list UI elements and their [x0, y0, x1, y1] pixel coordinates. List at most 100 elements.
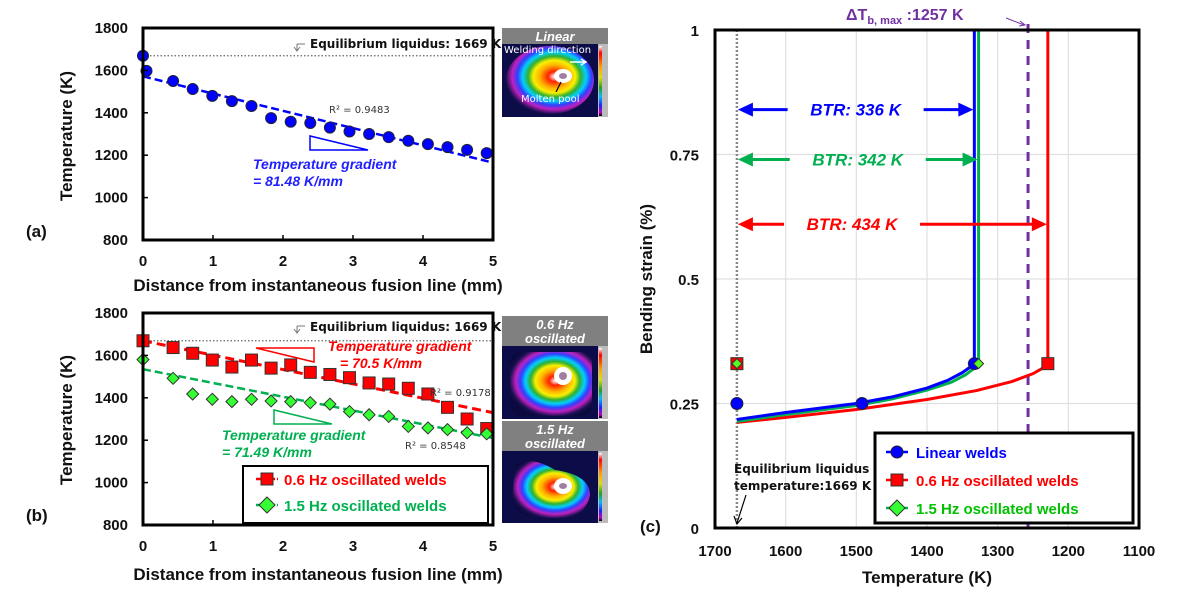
data-point — [225, 95, 238, 108]
data-point — [362, 376, 376, 390]
data-point — [323, 121, 336, 134]
data-point — [421, 421, 435, 435]
y-tick-label: 1 — [691, 23, 699, 40]
x-tick-label: 0 — [139, 538, 147, 555]
data-point — [244, 392, 259, 406]
data-point — [343, 125, 356, 138]
y-tick-label: 0.5 — [678, 272, 699, 289]
gradient-label-red-line2: = 70.5 K/mm — [340, 355, 422, 371]
molten-pool-label: Molten pool — [521, 94, 579, 105]
linear-fit-line — [142, 75, 494, 164]
gradient-label-red-line1: Temperature gradient — [328, 338, 473, 354]
y-tick-label: 1200 — [95, 147, 128, 164]
direction-arrow-icon — [570, 58, 588, 66]
data-point — [205, 392, 220, 406]
y-tick-label: 800 — [103, 517, 128, 534]
arrow-left-icon — [737, 152, 753, 167]
data-point — [441, 400, 454, 414]
data-point — [343, 371, 356, 385]
data-point — [304, 116, 317, 129]
x-axis-label: Distance from instantaneous fusion line … — [133, 565, 502, 584]
pointer-arrow-icon — [555, 81, 562, 93]
legend-label-linear: Linear welds — [916, 445, 1007, 462]
y-tick-label: 1600 — [95, 62, 128, 79]
data-point — [166, 341, 180, 355]
y-tick-label: 1200 — [95, 432, 128, 449]
y-tick-label: 1600 — [95, 347, 128, 364]
x-tick-label: 5 — [489, 538, 497, 555]
data-point — [441, 141, 454, 154]
data-point — [206, 89, 219, 102]
x-tick-label: 3 — [349, 253, 357, 270]
x-tick-label: 1300 — [981, 543, 1014, 560]
data-point — [402, 134, 415, 147]
x-axis-label: Temperature (K) — [862, 568, 992, 587]
data-point — [245, 100, 258, 113]
legend: Linear welds 0.6 Hz oscillated welds 1.5… — [873, 431, 1135, 525]
data-point — [460, 426, 474, 440]
arrow-right-icon — [958, 102, 974, 117]
y-tick-label: 1800 — [95, 305, 128, 322]
data-point — [303, 395, 318, 410]
data-point — [186, 346, 200, 360]
y-axis-label: Temperature (K) — [57, 355, 76, 485]
liquidus-annotation: Equilibrium liquidus: 1669 K — [293, 37, 502, 52]
data-point — [401, 419, 416, 434]
x-tick-label: 1700 — [698, 543, 731, 560]
data-point — [186, 83, 199, 96]
data-point — [421, 387, 435, 401]
data-point — [225, 394, 239, 409]
y-axis-label: Temperature (K) — [57, 71, 76, 201]
gradient-label-green-line1: Temperature gradient — [222, 427, 367, 443]
gradient-label-line1: Temperature gradient — [253, 156, 398, 172]
data-point — [421, 138, 434, 151]
max-btr-label: ΔTb, max :1257 K — [846, 7, 964, 27]
data-point — [362, 408, 376, 422]
data-point — [265, 112, 278, 125]
arrow-icon — [293, 325, 305, 334]
liquidus-label-line1: Equilibrium liquidus — [734, 462, 869, 476]
data-point — [264, 394, 278, 408]
r2-label-red: R² = 0.9178 — [430, 388, 491, 399]
y-tick-label: 1000 — [95, 475, 128, 492]
diamond-marker-icon — [258, 496, 276, 514]
legend-label-1.5hz: 1.5 Hz oscillated welds — [284, 498, 447, 515]
legend-label-0.6hz: 0.6 Hz oscillated welds — [284, 472, 447, 489]
square-marker-icon — [260, 472, 274, 486]
x-tick-label: 4 — [419, 538, 428, 555]
data-point — [245, 353, 258, 367]
x-axis-label: Distance from instantaneous fusion line … — [133, 276, 502, 295]
arrow-left-icon — [737, 217, 753, 232]
arrow-left-icon — [737, 102, 753, 117]
plot-frame — [141, 311, 495, 527]
panel-label: (a) — [26, 222, 47, 241]
data-point — [205, 353, 219, 367]
btr-label: BTR: 342 K — [812, 150, 904, 169]
y-tick-label: 0 — [691, 521, 699, 538]
gradient-triangle-red — [255, 347, 315, 363]
data-point — [730, 397, 744, 410]
y-tick-label: 1000 — [95, 190, 128, 207]
inset-title-line1: 1.5 Hz — [536, 422, 574, 437]
gradient-triangle-green — [273, 409, 333, 425]
data-point — [479, 427, 494, 441]
btr-label: BTR: 336 K — [810, 101, 902, 120]
data-point — [185, 387, 200, 401]
plot-frame — [141, 26, 495, 242]
data-point — [303, 365, 317, 379]
x-tick-label: 1500 — [840, 543, 873, 560]
data-point — [284, 358, 298, 372]
data-point — [225, 360, 239, 374]
data-point — [264, 361, 278, 375]
data-point — [382, 131, 395, 144]
data-point — [382, 377, 396, 391]
square-marker-icon — [890, 473, 904, 487]
x-tick-label: 0 — [139, 253, 147, 270]
inset-title-line1: 0.6 Hz — [536, 317, 574, 332]
legend: 0.6 Hz oscillated welds 1.5 Hz oscillate… — [242, 465, 489, 524]
arrow-right-icon — [1031, 217, 1047, 232]
fit-line-0.6hz — [142, 339, 494, 415]
gradient-triangle — [309, 135, 369, 151]
x-tick-label: 1100 — [1123, 543, 1156, 560]
data-point — [363, 128, 376, 140]
